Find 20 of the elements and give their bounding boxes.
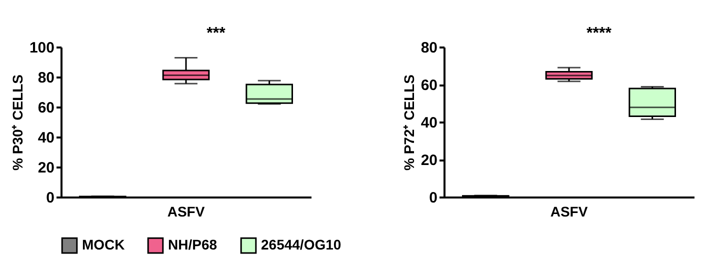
- y-tick-label: 0: [46, 190, 54, 206]
- text: ***: [206, 25, 226, 42]
- y-tick-label: 20: [38, 160, 54, 176]
- y-tick-label: 0: [429, 190, 438, 206]
- y-tick-label: 100: [29, 40, 54, 56]
- y-tick-label: 40: [38, 130, 54, 146]
- x-tick-label: ASFV: [550, 204, 588, 220]
- x-tick-label: ASFV: [167, 204, 206, 220]
- y-tick-label: 80: [38, 70, 54, 86]
- y-tick-label: 20: [420, 152, 438, 169]
- legend-label: NH/P68: [168, 236, 218, 253]
- y-tick-label: 60: [420, 77, 438, 94]
- legend-label: 26544/OG10: [261, 236, 342, 253]
- y-tick-label: 40: [420, 114, 438, 132]
- y-tick-label: 80: [420, 40, 438, 56]
- legend-label: MOCK: [82, 236, 125, 253]
- y-tick-label: 60: [38, 100, 54, 116]
- y-axis-title: % P72⁺ CELLS: [400, 74, 417, 171]
- text: ****: [586, 25, 612, 42]
- y-axis-title: % P30⁺ CELLS: [9, 74, 26, 171]
